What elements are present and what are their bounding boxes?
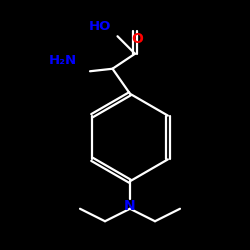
Text: H₂N: H₂N (49, 54, 77, 66)
Text: O: O (131, 32, 143, 46)
Text: N: N (124, 199, 136, 213)
Text: HO: HO (89, 20, 111, 33)
